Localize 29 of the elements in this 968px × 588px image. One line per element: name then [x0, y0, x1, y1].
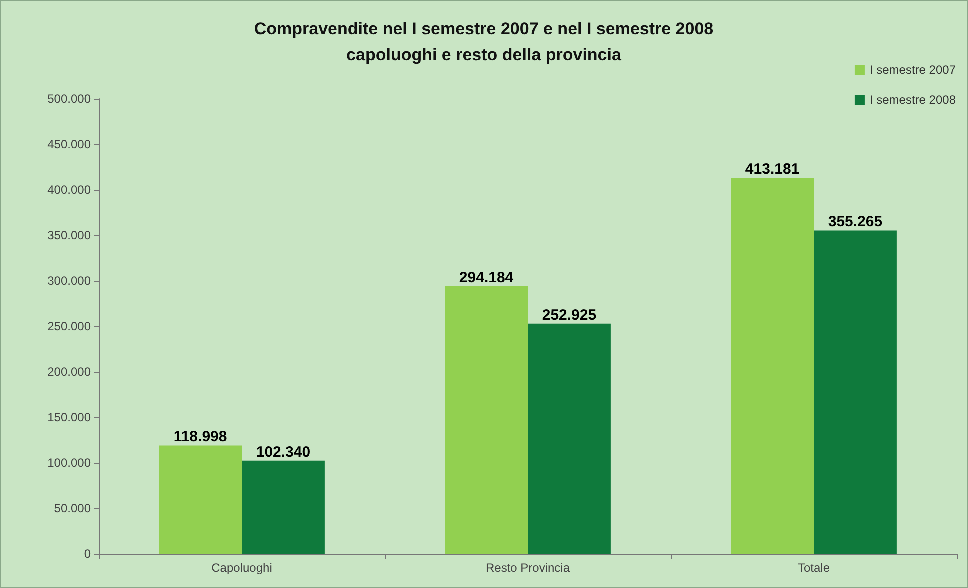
y-tick-label: 200.000: [48, 365, 92, 379]
y-tick-label: 350.000: [48, 228, 92, 242]
data-label: 118.998: [174, 428, 228, 446]
bar: [445, 286, 528, 554]
data-label: 252.925: [542, 306, 597, 324]
data-label: 413.181: [745, 161, 800, 178]
bar: [731, 178, 814, 554]
legend-label: I semestre 2008: [870, 93, 956, 107]
bar: [242, 460, 325, 554]
bar: [159, 446, 242, 554]
y-tick-label: 100.000: [48, 456, 92, 470]
x-tick-label: Resto Provincia: [486, 561, 570, 575]
y-tick-label: 500.000: [48, 92, 92, 106]
bar: [814, 230, 897, 554]
y-tick-label: 400.000: [48, 183, 92, 197]
data-label: 102.340: [256, 444, 311, 461]
y-tick-label: 150.000: [48, 410, 92, 424]
y-tick-label: 0: [84, 547, 92, 561]
x-tick-label: Capoluoghi: [212, 561, 272, 575]
y-tick-label: 300.000: [48, 274, 92, 288]
bar: [528, 324, 611, 554]
data-label: 355.265: [828, 214, 883, 231]
data-label: 294.184: [459, 269, 514, 286]
y-tick-label: 50.000: [54, 502, 92, 516]
legend-label: I semestre 2007: [870, 63, 956, 77]
y-tick-label: 250.000: [48, 320, 92, 334]
y-tick-label: 450.000: [48, 138, 92, 152]
chart-title: Compravendite nel I semestre 2007 e nel I semestre 2008 capoluoghi e resto della provincia: [254, 20, 714, 64]
x-tick-label: Totale: [798, 561, 830, 575]
